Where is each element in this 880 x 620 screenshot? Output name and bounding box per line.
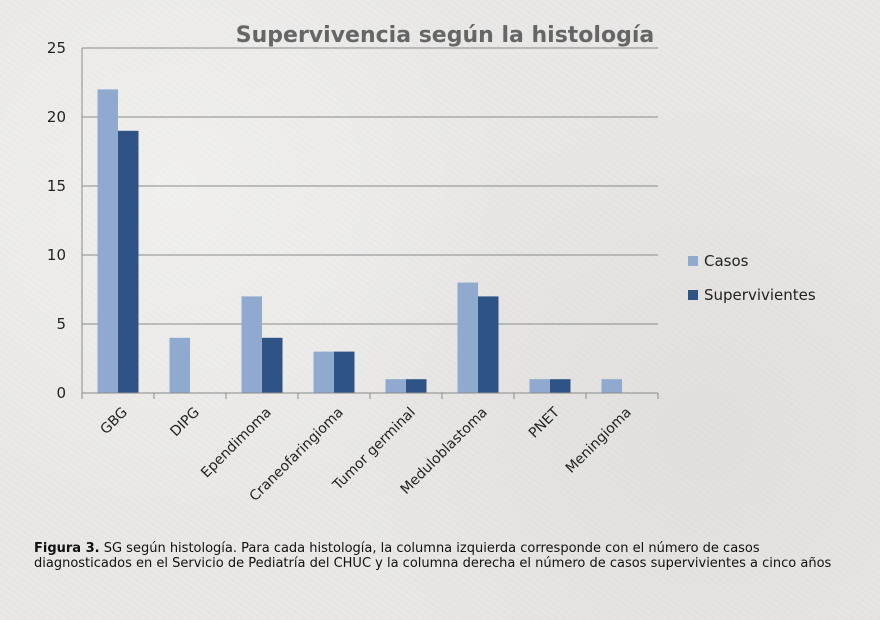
x-tick-label: GBG bbox=[98, 405, 131, 438]
y-tick-label: 20 bbox=[47, 108, 66, 126]
bar-casos bbox=[241, 296, 262, 393]
bar-casos bbox=[385, 379, 406, 393]
x-axis bbox=[81, 48, 659, 399]
bar-supervivientes bbox=[406, 379, 427, 393]
y-tick-label: 5 bbox=[56, 315, 66, 333]
legend: Casos Supervivientes bbox=[688, 252, 816, 304]
legend-label: Casos bbox=[704, 252, 749, 270]
bar-casos bbox=[457, 282, 478, 393]
x-tick-label: Meningioma bbox=[563, 405, 635, 477]
legend-swatch bbox=[688, 256, 698, 266]
y-tick-label: 25 bbox=[47, 39, 66, 57]
y-axis-ticks: 0 5 10 15 20 25 bbox=[47, 39, 66, 402]
chart: Supervivencia según la histología 0 5 10 15… bbox=[47, 23, 816, 505]
bar-casos bbox=[601, 379, 622, 393]
y-tick-label: 0 bbox=[56, 384, 66, 402]
bar-supervivientes bbox=[334, 351, 355, 393]
legend-label: Supervivientes bbox=[704, 286, 816, 304]
gridlines bbox=[82, 47, 658, 394]
bar-supervivientes bbox=[262, 337, 283, 393]
bar-supervivientes bbox=[118, 130, 139, 394]
y-tick-label: 10 bbox=[47, 246, 66, 264]
bar-casos bbox=[313, 351, 334, 393]
x-tick-label: PNET bbox=[526, 404, 563, 441]
caption-label: Figura 3. bbox=[34, 541, 100, 556]
x-tick-label: DIPG bbox=[167, 405, 202, 440]
bar-casos bbox=[97, 89, 118, 394]
y-tick-label: 15 bbox=[47, 177, 66, 195]
figure-caption: Figura 3. SG según histología. Para cada… bbox=[34, 541, 854, 571]
bar-casos bbox=[169, 337, 190, 393]
legend-swatch bbox=[688, 290, 698, 300]
bar-supervivientes bbox=[550, 379, 571, 393]
bar-casos bbox=[529, 379, 550, 393]
bars bbox=[97, 89, 622, 394]
chart-title: Supervivencia según la histología bbox=[236, 23, 654, 48]
x-tick-label: Ependimoma bbox=[198, 405, 275, 482]
caption-text: SG según histología. Para cada histologí… bbox=[34, 541, 832, 571]
bar-supervivientes bbox=[478, 296, 499, 393]
